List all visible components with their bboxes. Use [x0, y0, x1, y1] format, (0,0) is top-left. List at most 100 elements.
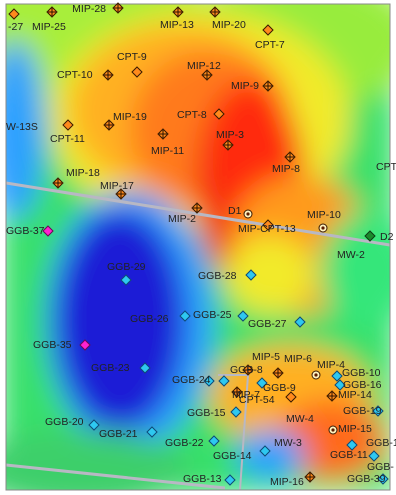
mk-cpt-10[interactable]: CPT-10	[57, 69, 114, 81]
mk-mip-15[interactable]: MIP-15	[328, 423, 372, 435]
mk-cpt-11-label: CPT-11	[50, 133, 85, 145]
mk-mip-3[interactable]: MIP-3	[216, 129, 244, 151]
mk-cpt-11[interactable]: CPT-11	[50, 119, 85, 145]
mk-mip-8[interactable]: MIP-8	[272, 151, 300, 175]
mk-mip-9[interactable]: MIP-9	[231, 80, 274, 92]
mk-mip-18[interactable]: MIP-18	[52, 167, 100, 189]
mk-ggb-8[interactable]: GGB-8	[218, 364, 263, 387]
mk-ggb-27[interactable]: GGB-27	[248, 316, 306, 330]
mk-d2[interactable]: D2	[364, 230, 394, 243]
mk-ggb-20[interactable]: GGB-20	[45, 416, 100, 431]
mk-ggb-10[interactable]: GGB-10	[331, 367, 381, 382]
mk-cpt[interactable]: CPT	[376, 161, 396, 173]
mk-mip-10-label: MIP-10	[307, 209, 341, 221]
mk-mip-4-label: MIP-4	[317, 359, 345, 371]
mk-mw-4[interactable]: MW-4	[286, 413, 314, 425]
mk-d1-dot	[246, 212, 250, 216]
mk-w-13s[interactable]: W-13S	[6, 121, 38, 133]
mk-ggb-13[interactable]: GGB-13	[183, 473, 236, 486]
mk-mip-11-label: MIP-11	[151, 145, 184, 157]
mk-ggb-37[interactable]: GGB-37	[6, 225, 54, 237]
mk-cpt-9-symbol	[131, 66, 143, 78]
mk-ggb-21[interactable]: GGB-21	[99, 426, 158, 440]
marker-layer: MIP-28 -27 MIP-25 MIP-13 MIP-20 CPT-7 CPT-9 CPT…	[6, 2, 396, 488]
mk-mip-13-label: MIP-13	[160, 19, 194, 31]
mk-ggb-28[interactable]: GGB-28	[198, 269, 257, 282]
mk-ggb-9[interactable]: GGB-9	[256, 377, 296, 394]
mk-mip-5[interactable]: MIP-5	[242, 351, 280, 376]
field-zone-south-blue	[235, 430, 305, 480]
mk-ggb-35[interactable]: GGB-35	[33, 339, 91, 351]
mk-mip-2[interactable]: MIP-2	[168, 202, 203, 225]
mk-mip-17-crosshair	[117, 190, 125, 198]
mk-ggb-25[interactable]: GGB-25	[193, 309, 249, 322]
mk-mw-3[interactable]: MW-3	[274, 437, 302, 449]
mk-cpt-54[interactable]: CPT-54	[239, 391, 297, 406]
mk-mip-20[interactable]: MIP-20	[209, 6, 246, 31]
mk-w-13s-label: W-13S	[6, 121, 38, 133]
mk-ggb-29[interactable]: GGB-29	[107, 261, 146, 286]
mk-mip-28[interactable]: MIP-28	[72, 2, 124, 15]
mk-cpt-54-symbol	[285, 391, 297, 403]
mk-mip-16[interactable]: MIP-16	[270, 471, 316, 488]
mk-ggb-39[interactable]: GGB-39	[347, 473, 389, 485]
mk-ggb-39-label: GGB-39	[347, 473, 386, 485]
mk-ggb-22[interactable]: GGB-22	[165, 435, 220, 449]
mk-mip-15-dot	[331, 428, 335, 432]
mk-mip-17[interactable]: MIP-17	[100, 180, 134, 200]
mk-ggb-26[interactable]: GGB-26	[130, 310, 191, 325]
mk-ggb-11-label: GGB-11	[330, 449, 368, 461]
mk-ggb-19[interactable]: GGB-19	[343, 405, 384, 417]
mk-d1[interactable]: D1	[228, 205, 253, 219]
mk-mip-3-label: MIP-3	[216, 129, 244, 141]
mk-ggb-20-label: GGB-20	[45, 416, 84, 428]
mk-mip-10[interactable]: MIP-10	[307, 209, 341, 233]
mk-mip-12[interactable]: MIP-12	[187, 60, 221, 81]
mk-mip-3-crosshair	[224, 141, 232, 149]
mk-cpt-8[interactable]: CPT-8	[177, 108, 225, 121]
mk-ggb-26-label: GGB-26	[130, 313, 169, 325]
mk-mip-cpt-13[interactable]: MIP-CPT-13	[238, 219, 296, 235]
field-zone-mid-yellow	[225, 235, 315, 315]
mk-mip-4[interactable]: MIP-4	[311, 359, 345, 380]
mk-ggb-11[interactable]: GGB-11	[330, 449, 380, 462]
mk-ggb-edge[interactable]: GGB-	[367, 461, 394, 473]
mk-27-label: -27	[8, 21, 23, 33]
mk-mip-19[interactable]: MIP-19	[103, 111, 147, 131]
mk-mip-28-crosshair	[114, 4, 122, 12]
mk-mip-28-label: MIP-28	[72, 3, 106, 15]
mk-cpt-9[interactable]: CPT-9	[117, 51, 147, 78]
mk-mip-13[interactable]: MIP-13	[160, 6, 194, 31]
mk-ggb-15[interactable]: GGB-15	[187, 406, 242, 419]
road-south	[6, 463, 226, 490]
mk-cpt-7[interactable]: CPT-7	[255, 24, 285, 51]
mk-ggb-8-symbol	[218, 375, 230, 387]
mk-ggb-22-label: GGB-22	[165, 437, 204, 449]
mk-ggb-37-label: GGB-37	[6, 225, 45, 237]
mk-ggb-1[interactable]: GGB-1	[346, 437, 396, 451]
mk-d1-label: D1	[228, 205, 242, 217]
mk-ggb-14[interactable]: GGB-14	[213, 445, 271, 462]
mk-mip-9-crosshair	[264, 82, 272, 90]
mk-cpt-11-symbol	[62, 119, 74, 131]
mk-mip-11[interactable]: MIP-11	[151, 128, 184, 157]
mk-ggb-35-label: GGB-35	[33, 339, 72, 351]
mk-27[interactable]: -27	[8, 8, 23, 33]
mk-mip-10-dot	[321, 226, 325, 230]
mk-ggb-24[interactable]: GGB-24	[172, 374, 215, 387]
mk-mip-14[interactable]: MIP-14	[326, 389, 372, 402]
mk-ggb-16[interactable]: GGB-16	[334, 379, 382, 391]
mk-mip-6[interactable]: MIP-6	[272, 353, 312, 379]
mk-ggb-23[interactable]: GGB-23	[91, 362, 151, 374]
mk-mw-2[interactable]: MW-2	[337, 249, 365, 261]
mk-mip-7-crosshair	[233, 388, 241, 396]
map-frame	[5, 3, 391, 491]
mk-ggb-28-symbol	[245, 269, 257, 281]
mk-ggb-15-symbol	[230, 406, 242, 418]
mk-mip-7[interactable]: MIP-7	[231, 386, 260, 401]
mk-mip-16-label: MIP-16	[270, 476, 304, 488]
mk-mip-9-label: MIP-9	[231, 80, 259, 92]
mk-ggb-9-label: GGB-9	[263, 382, 296, 394]
mk-mip-14-crosshair	[328, 392, 336, 400]
mk-mip-25[interactable]: MIP-25	[32, 6, 66, 33]
